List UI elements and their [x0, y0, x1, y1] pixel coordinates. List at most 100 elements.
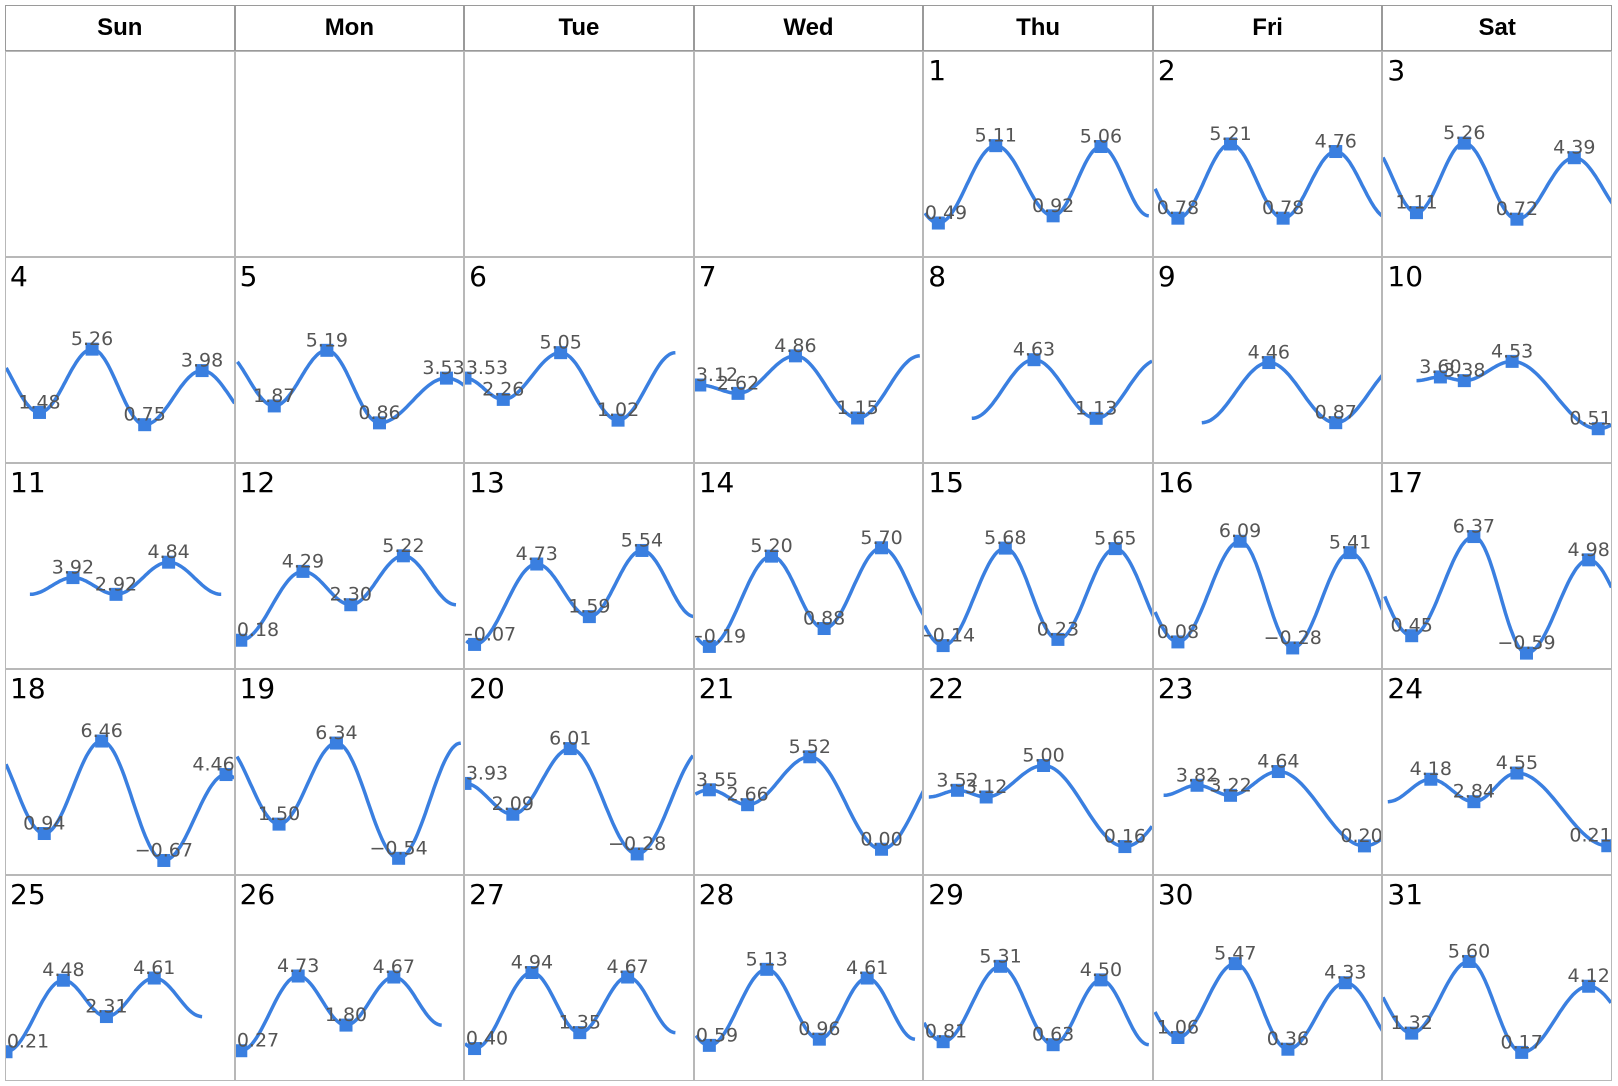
tide-line — [929, 763, 1152, 849]
tide-value-label: 4.94 — [511, 952, 553, 974]
tide-marker — [396, 549, 410, 563]
tide-value-label: 0.92 — [1032, 195, 1074, 217]
tide-value-label: 4.64 — [1257, 751, 1299, 773]
tide-marker — [989, 139, 1003, 153]
tide-value-label: 0.08 — [1157, 621, 1199, 643]
tide-marker — [272, 817, 286, 831]
tide-marker — [874, 842, 888, 856]
tide-marker — [386, 970, 400, 984]
tide-chart: 3.922.92 4.84 — [29, 541, 222, 601]
tide-marker — [147, 971, 161, 985]
tide-marker — [1568, 151, 1582, 165]
tide-marker — [1515, 1045, 1529, 1059]
tide-marker — [994, 959, 1008, 973]
tide-chart: 0.40 4.94 1.35 4.67 — [465, 952, 676, 1056]
tide-value-label: 0.21 — [7, 1031, 49, 1053]
tide-value-label: 5.70 — [860, 527, 902, 549]
tide-value-label: 0.59 — [696, 1024, 738, 1046]
tide-value-label: −0.67 — [135, 839, 193, 861]
tide-marker — [235, 633, 247, 647]
day-cell: 23 3.82 3.22 4.64 0.20 — [1152, 669, 1383, 875]
tide-value-label: 4.63 — [1013, 339, 1055, 361]
tide-marker — [1262, 356, 1276, 370]
tide-value-label: 0.00 — [860, 828, 902, 850]
tide-value-label: 4.50 — [1080, 959, 1122, 981]
tide-marker — [1286, 641, 1300, 655]
tide-line — [1383, 534, 1611, 655]
tide-value-label: 1.06 — [1157, 1016, 1199, 1038]
tide-value-label: 5.21 — [1209, 123, 1251, 145]
tide-value-label: 0.87 — [1314, 402, 1356, 424]
day-cell: 28 0.59 5.13 0.96 4.61 — [693, 875, 924, 1081]
tide-marker — [1424, 772, 1438, 786]
day-cell: 17 0.45 6.37 −0.59 4.98 — [1382, 463, 1612, 669]
tide-marker — [391, 851, 405, 865]
tide-value-label: 3.92 — [52, 557, 94, 579]
tide-value-label: 1.87 — [253, 385, 295, 407]
day-cell: 31 1.32 5.60 0.17 4.12 — [1382, 875, 1612, 1081]
tide-marker — [621, 970, 635, 984]
tide-value-label: 1.35 — [559, 1012, 601, 1034]
tide-value-label: 3.98 — [181, 350, 223, 372]
day-cell: 12 0.18 4.29 2.30 5.22 — [234, 463, 465, 669]
tide-chart: 0.45 6.37 −0.59 4.98 — [1383, 516, 1611, 660]
tide-value-label: 4.61 — [846, 957, 888, 979]
tide-marker — [1109, 542, 1123, 556]
tide-marker — [1051, 632, 1065, 646]
tide-marker — [731, 386, 745, 400]
tide-value-label: 1.32 — [1391, 1012, 1433, 1034]
tide-marker — [1458, 374, 1472, 388]
tide-chart: 1.06 5.47 0.36 4.33 — [1153, 943, 1382, 1056]
tide-value-label: 5.13 — [745, 948, 787, 970]
tide-value-label: 0.75 — [124, 404, 166, 426]
day-cell: 13 −0.07 4.73 1.59 5.54 — [464, 463, 694, 669]
day-number: 13 — [469, 466, 505, 499]
tide-value-label: 0.20 — [1340, 825, 1382, 847]
weekday-header-wed: Wed — [693, 5, 924, 51]
tide-marker — [694, 378, 706, 392]
tide-value-label: 6.34 — [315, 722, 357, 744]
empty-day-cell — [464, 51, 694, 257]
tide-value-label: 1.11 — [1396, 192, 1438, 214]
tide-value-label: 4.48 — [42, 959, 84, 981]
day-cell: 25 0.21 4.48 2.31 4.61 — [5, 875, 235, 1081]
tide-marker — [1329, 416, 1343, 430]
day-number: 4 — [10, 260, 28, 293]
tide-marker — [530, 557, 544, 571]
day-number: 1 — [928, 54, 947, 87]
tide-value-label: 4.86 — [774, 335, 816, 357]
tide-chart: −0.19 5.20 0.88 5.70 — [695, 527, 923, 653]
day-number: 23 — [1157, 672, 1194, 705]
tide-marker — [759, 962, 773, 976]
tide-marker — [1233, 534, 1247, 548]
tide-value-label: 4.73 — [516, 543, 558, 565]
day-number: 29 — [928, 878, 964, 911]
tide-value-label: 4.73 — [277, 955, 319, 977]
weekday-header-sun: Sun — [5, 5, 235, 51]
tide-value-label: 5.60 — [1448, 940, 1490, 962]
day-number: 3 — [1387, 54, 1406, 87]
tide-marker — [496, 392, 510, 406]
empty-day-cell — [693, 51, 924, 257]
tide-value-label: 3.52 — [937, 769, 979, 791]
tide-value-label: 4.46 — [1247, 342, 1289, 364]
tide-marker — [32, 405, 46, 419]
tide-marker — [1228, 957, 1242, 971]
tide-value-label: 5.41 — [1329, 532, 1371, 554]
day-number: 26 — [239, 878, 276, 911]
tide-chart: 3.523.12 5.00 0.16 — [929, 745, 1152, 854]
tide-value-label: 5.19 — [305, 329, 347, 351]
tide-marker — [267, 399, 281, 413]
day-number: 6 — [469, 260, 487, 293]
tide-marker — [702, 639, 716, 653]
tide-marker — [1510, 766, 1524, 780]
day-cell: 7 3.12 2.62 4.86 1.15 — [693, 257, 924, 463]
tide-value-label: 6.01 — [549, 728, 591, 750]
day-number: 15 — [928, 466, 964, 499]
day-number: 11 — [10, 466, 46, 499]
tide-calendar: Sun Mon Tue Wed Thu Fri Sat 1 0.49 5.11 0.92 5.06 2 0… — [5, 5, 1612, 1081]
tide-marker — [630, 847, 644, 861]
tide-chart: 0.21 4.482.31 4.61 — [5, 957, 203, 1059]
tide-marker — [874, 541, 888, 555]
tide-value-label: 4.67 — [607, 956, 649, 978]
